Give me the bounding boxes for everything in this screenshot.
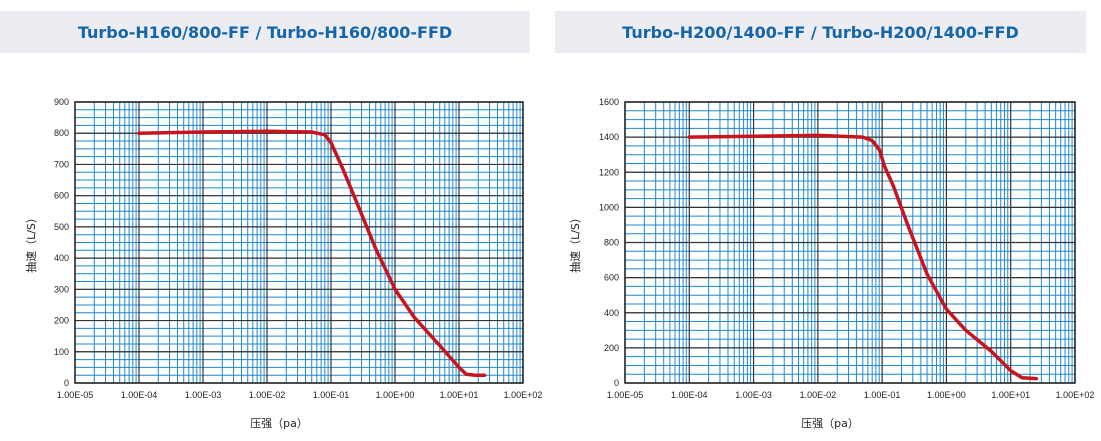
x-tick-label: 1.00E+02: [504, 390, 543, 400]
grid: [624, 101, 1076, 384]
chart-panel-left: Turbo-H160/800-FF / Turbo-H160/800-FFD 0…: [0, 0, 542, 441]
y-axis-label: 抽速（L/S）: [24, 212, 38, 273]
x-tick-label: 1.00E-04: [671, 390, 708, 400]
y-tick-label: 200: [54, 316, 69, 326]
plot-border: [624, 101, 1076, 384]
x-tick-label: 1.00E-03: [735, 390, 772, 400]
y-tick-label: 200: [604, 343, 619, 353]
pumping-speed-chart: 0 100 200 300 400 500 600 700 800 900 1.00E-05 1.00…: [24, 97, 542, 430]
x-tick-label: 1.00E-02: [800, 390, 837, 400]
pumping-speed-chart: 0 200 400 600 800 1000 1200 1400 1600 1.00E-05 1.0…: [568, 97, 1094, 430]
y-tick-label: 600: [54, 191, 69, 201]
y-tick-label: 300: [54, 284, 69, 294]
y-tick-label: 400: [54, 253, 69, 263]
x-tick-label: 1.00E+00: [927, 390, 966, 400]
x-tick-label: 1.00E-05: [57, 390, 94, 400]
x-tick-label: 1.00E+00: [376, 390, 415, 400]
x-tick-label: 1.00E-01: [313, 390, 350, 400]
x-tick-label: 1.00E-05: [607, 390, 644, 400]
y-tick-label: 0: [64, 378, 69, 388]
y-tick-label: 1400: [599, 132, 619, 142]
series-line: [137, 129, 487, 377]
x-tick-label: 1.00E+01: [991, 390, 1030, 400]
y-axis-label: 抽速（L/S）: [568, 212, 582, 273]
y-tick-label: 1600: [599, 97, 619, 107]
y-tick-label: 800: [604, 238, 619, 248]
y-tick-label: 1200: [599, 167, 619, 177]
chart-panel-right: Turbo-H200/1400-FF / Turbo-H200/1400-FFD…: [555, 0, 1094, 441]
y-tick-label: 900: [54, 97, 69, 107]
x-tick-label: 1.00E-03: [185, 390, 222, 400]
y-tick-label: 100: [54, 347, 69, 357]
x-axis-label: 压强（pa）: [801, 417, 859, 430]
y-tick-label: 400: [604, 308, 619, 318]
x-tick-label: 1.00E+02: [1056, 390, 1095, 400]
y-tick-label: 1000: [599, 202, 619, 212]
x-tick-label: 1.00E-01: [864, 390, 901, 400]
plot-border: [74, 101, 524, 384]
y-tick-label: 500: [54, 222, 69, 232]
y-tick-label: 700: [54, 159, 69, 169]
chart-title: Turbo-H160/800-FF / Turbo-H160/800-FFD: [0, 11, 530, 53]
chart-title: Turbo-H200/1400-FF / Turbo-H200/1400-FFD: [555, 11, 1086, 53]
y-tick-label: 0: [614, 378, 619, 388]
y-tick-label: 800: [54, 128, 69, 138]
x-axis-label: 压强（pa）: [250, 417, 308, 430]
series-line: [687, 133, 1039, 381]
x-tick-label: 1.00E-02: [249, 390, 286, 400]
grid: [74, 101, 524, 384]
x-tick-label: 1.00E-04: [121, 390, 158, 400]
y-tick-label: 600: [604, 273, 619, 283]
x-tick-label: 1.00E+01: [440, 390, 479, 400]
